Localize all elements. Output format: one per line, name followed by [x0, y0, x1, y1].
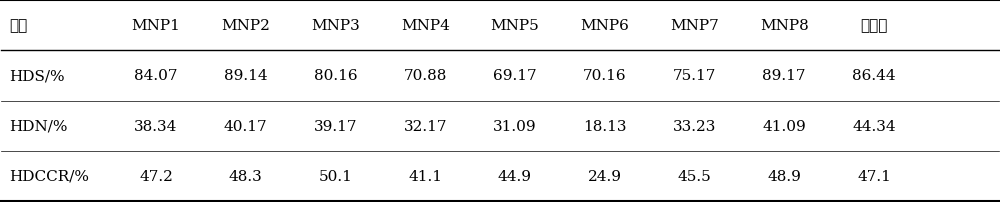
Text: MNP3: MNP3	[311, 19, 360, 33]
Text: MNP4: MNP4	[401, 19, 450, 33]
Text: 89.14: 89.14	[224, 69, 268, 83]
Text: HDS/%: HDS/%	[9, 69, 65, 83]
Text: MNP5: MNP5	[491, 19, 539, 33]
Text: 86.44: 86.44	[852, 69, 896, 83]
Text: 40.17: 40.17	[224, 119, 268, 133]
Text: 75.17: 75.17	[673, 69, 716, 83]
Text: 48.9: 48.9	[767, 169, 801, 183]
Text: 84.07: 84.07	[134, 69, 178, 83]
Text: 45.5: 45.5	[678, 169, 711, 183]
Text: 47.2: 47.2	[139, 169, 173, 183]
Text: HDCCR/%: HDCCR/%	[9, 169, 89, 183]
Text: 48.3: 48.3	[229, 169, 263, 183]
Text: MNP7: MNP7	[670, 19, 719, 33]
Text: 47.1: 47.1	[857, 169, 891, 183]
Text: 32.17: 32.17	[403, 119, 447, 133]
Text: 41.09: 41.09	[762, 119, 806, 133]
Text: 39.17: 39.17	[314, 119, 357, 133]
Text: 24.9: 24.9	[588, 169, 622, 183]
Text: 50.1: 50.1	[319, 169, 352, 183]
Text: 项目: 项目	[9, 19, 28, 33]
Text: 89.17: 89.17	[762, 69, 806, 83]
Text: 44.9: 44.9	[498, 169, 532, 183]
Text: 80.16: 80.16	[314, 69, 357, 83]
Text: 69.17: 69.17	[493, 69, 537, 83]
Text: MNP2: MNP2	[221, 19, 270, 33]
Text: MNP8: MNP8	[760, 19, 809, 33]
Text: MNP1: MNP1	[132, 19, 180, 33]
Text: 70.16: 70.16	[583, 69, 627, 83]
Text: 33.23: 33.23	[673, 119, 716, 133]
Text: 41.1: 41.1	[408, 169, 442, 183]
Text: 31.09: 31.09	[493, 119, 537, 133]
Text: 44.34: 44.34	[852, 119, 896, 133]
Text: 70.88: 70.88	[404, 69, 447, 83]
Text: 38.34: 38.34	[134, 119, 178, 133]
Text: HDN/%: HDN/%	[9, 119, 68, 133]
Text: MNP6: MNP6	[580, 19, 629, 33]
Text: 对比例: 对比例	[860, 19, 888, 33]
Text: 18.13: 18.13	[583, 119, 626, 133]
